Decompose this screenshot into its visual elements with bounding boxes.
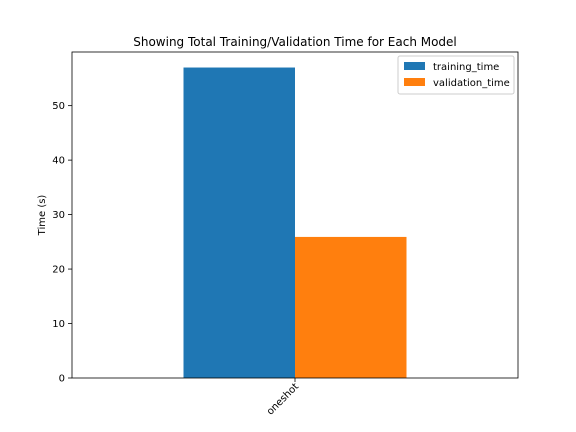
bar-validation-time-oneshot xyxy=(295,236,407,378)
y-tick-label: 20 xyxy=(52,265,65,276)
legend-label-validation-time: validation_time xyxy=(433,78,510,89)
y-tick-label: 30 xyxy=(52,210,65,221)
y-axis-ticks: 0 10 20 30 40 50 xyxy=(52,101,72,385)
y-tick-label: 40 xyxy=(52,156,65,167)
bars xyxy=(183,67,407,379)
x-axis-ticks: oneshot xyxy=(265,378,301,418)
legend-swatch-validation-time xyxy=(404,78,425,86)
y-axis-label: Time (s) xyxy=(37,195,48,237)
legend: training_time validation_time xyxy=(397,55,515,95)
plot-frame xyxy=(71,51,519,379)
chart-title: Showing Total Training/Validation Time f… xyxy=(133,35,457,49)
y-tick-label: 50 xyxy=(52,101,65,112)
y-tick-label: 10 xyxy=(52,319,65,330)
legend-box xyxy=(397,55,515,95)
legend-label-training-time: training_time xyxy=(433,62,499,73)
bar-training-time-oneshot xyxy=(183,67,295,379)
x-tick-label: oneshot xyxy=(265,381,301,417)
legend-swatch-training-time xyxy=(404,62,425,70)
y-tick-label: 0 xyxy=(59,374,65,385)
